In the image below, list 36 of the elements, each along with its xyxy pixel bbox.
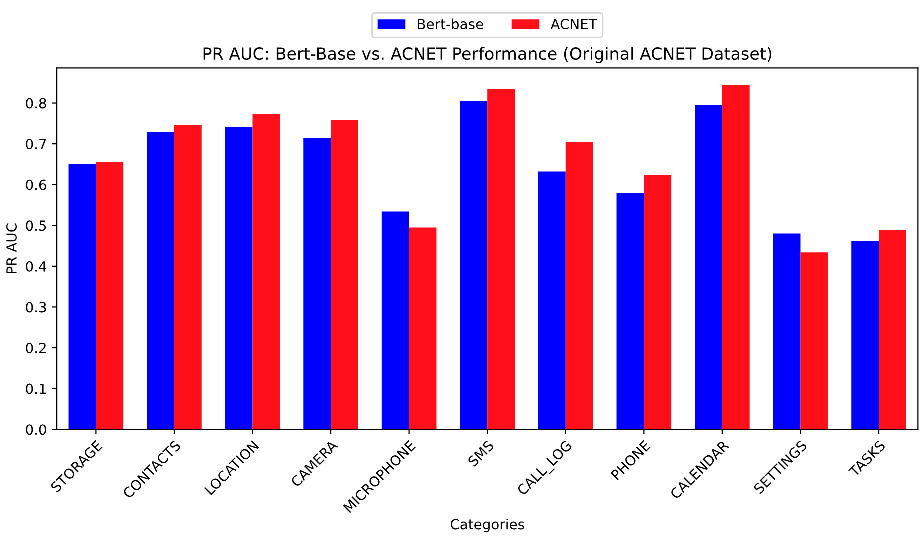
bar xyxy=(879,230,906,430)
bar xyxy=(800,252,828,430)
bar xyxy=(68,164,96,430)
bar xyxy=(852,242,880,430)
y-tick-label: 0.0 xyxy=(26,424,46,436)
bar xyxy=(252,114,280,430)
y-tick-label: 0.5 xyxy=(26,220,46,232)
bar xyxy=(96,162,124,430)
bar xyxy=(616,193,644,430)
bar xyxy=(331,120,358,430)
y-tick-label: 0.2 xyxy=(26,342,46,354)
y-axis-title: PR AUC xyxy=(6,224,17,274)
y-tick-label: 0.4 xyxy=(26,261,47,272)
bar xyxy=(147,132,174,430)
bar xyxy=(409,228,437,430)
bar xyxy=(773,234,801,430)
y-tick-label: 0.6 xyxy=(26,180,46,190)
bar xyxy=(722,85,750,430)
y-tick-label: 0.3 xyxy=(26,302,46,313)
bar xyxy=(382,212,410,430)
bar xyxy=(644,175,672,430)
bar xyxy=(566,142,594,430)
bar xyxy=(174,125,202,430)
x-axis-title: Categories xyxy=(450,518,524,532)
bar xyxy=(460,101,488,430)
legend-label: ACNET xyxy=(550,19,598,30)
bar xyxy=(304,138,332,430)
bar xyxy=(225,127,253,430)
chart-title: PR AUC: Bert-Base vs. ACNET Performance (Original ACNET Dataset) xyxy=(204,47,772,64)
bar xyxy=(695,105,722,430)
bar xyxy=(488,89,515,430)
bar xyxy=(538,172,566,430)
y-tick-label: 0.8 xyxy=(26,98,46,109)
y-tick-label: 0.1 xyxy=(26,384,46,394)
legend-label: Bert-base xyxy=(418,18,484,30)
y-tick-label: 0.7 xyxy=(26,139,46,150)
